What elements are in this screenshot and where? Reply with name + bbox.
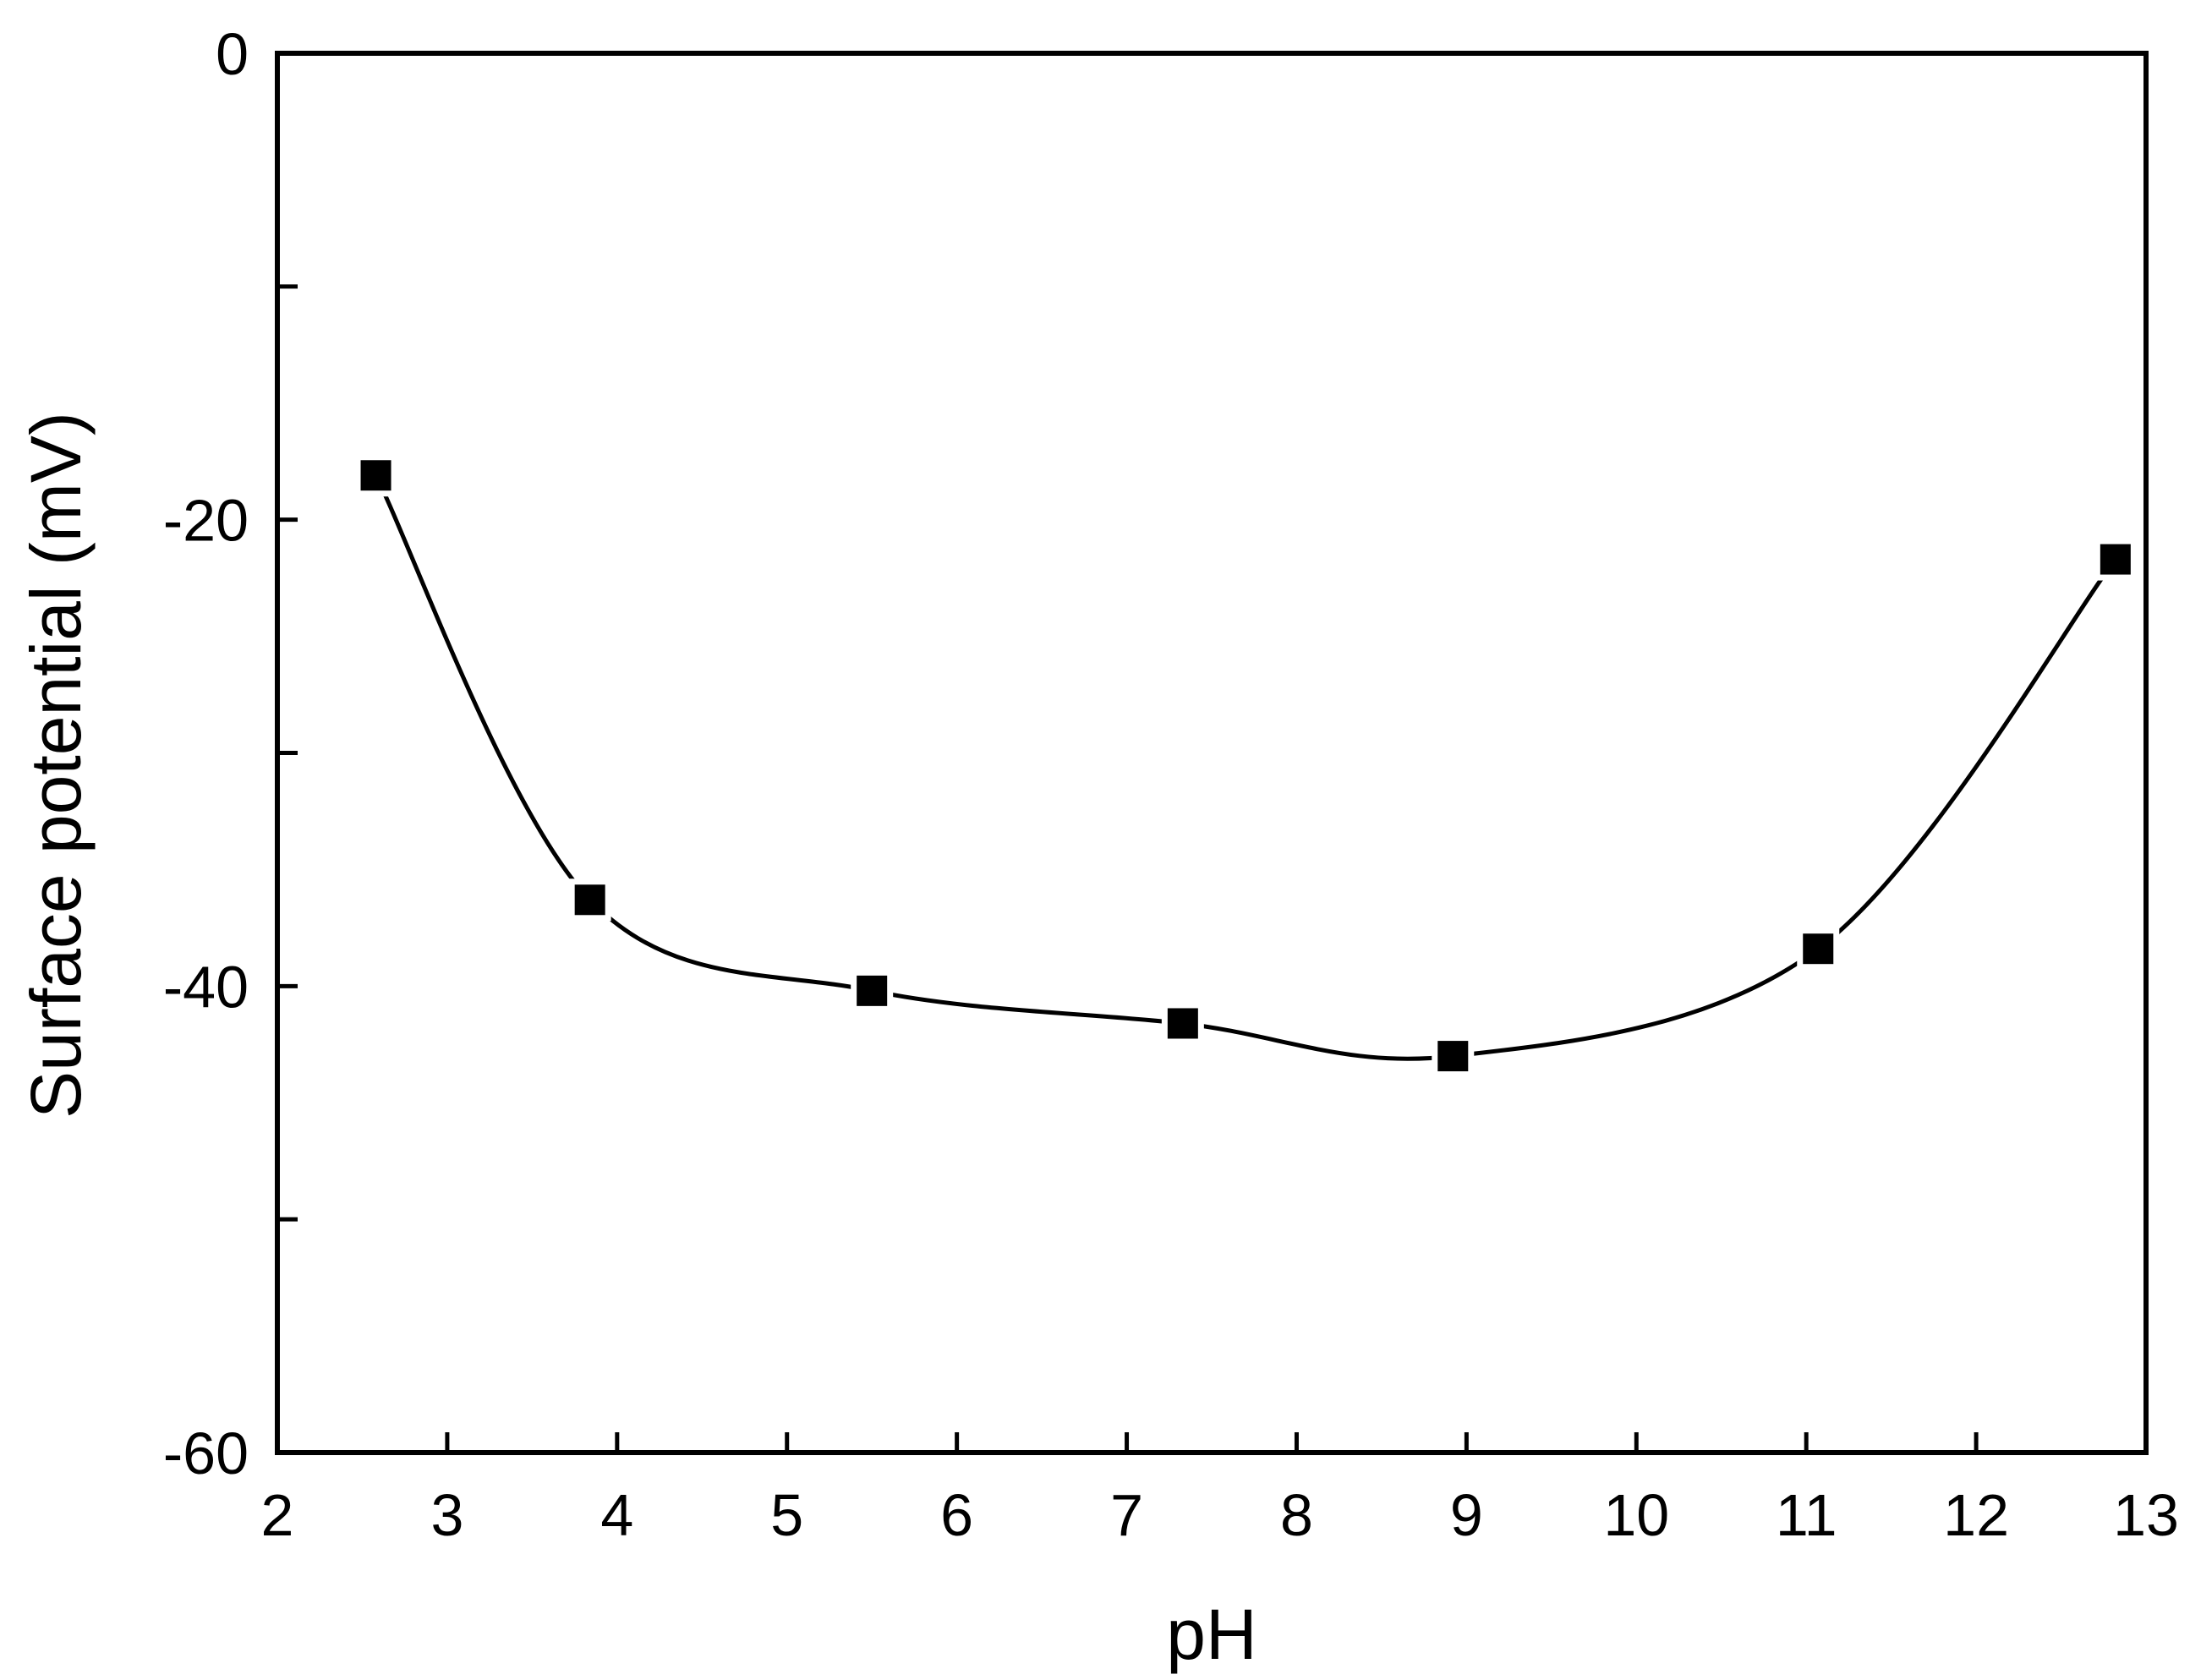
data-point xyxy=(1437,1041,1469,1072)
y-tick-label: -40 xyxy=(163,954,249,1020)
ticks-layer xyxy=(275,51,2149,1455)
x-tick-label: 5 xyxy=(770,1482,803,1548)
x-tick-label: 9 xyxy=(1450,1482,1483,1548)
x-tick-label: 6 xyxy=(940,1482,973,1548)
x-tick-label: 2 xyxy=(261,1482,294,1548)
data-point xyxy=(574,884,605,916)
data-point xyxy=(360,460,391,491)
x-tick-label: 8 xyxy=(1280,1482,1313,1548)
data-point xyxy=(857,975,888,1006)
data-point xyxy=(2100,544,2131,575)
x-tick-label: 3 xyxy=(430,1482,463,1548)
data-point xyxy=(1167,1008,1198,1039)
y-tick-label: -60 xyxy=(163,1420,249,1486)
plot-frame-layer xyxy=(275,51,2149,1455)
x-tick-label: 13 xyxy=(2113,1482,2179,1548)
y-tick-label: -20 xyxy=(163,488,249,554)
x-tick-label: 12 xyxy=(1943,1482,2009,1548)
plot-area-frame xyxy=(275,51,2149,1455)
y-tick-label: 0 xyxy=(216,21,249,87)
x-axis-label: pH xyxy=(1166,1595,1257,1674)
data-point xyxy=(1803,933,1834,965)
series-line xyxy=(374,474,2117,1061)
x-tick-label: 7 xyxy=(1110,1482,1143,1548)
x-tick-label: 10 xyxy=(1603,1482,1669,1548)
curve-layer xyxy=(374,474,2117,1061)
tick-labels-layer: 2 3 4 5 6 7 8 9 10 11 12 13 -60 -40 -20 0 xyxy=(163,21,2179,1548)
markers-layer xyxy=(354,454,2137,1078)
x-tick-label: 4 xyxy=(600,1482,633,1548)
x-tick-label: 11 xyxy=(1776,1482,1837,1548)
y-axis-label: Surface potential (mV) xyxy=(16,412,96,1119)
